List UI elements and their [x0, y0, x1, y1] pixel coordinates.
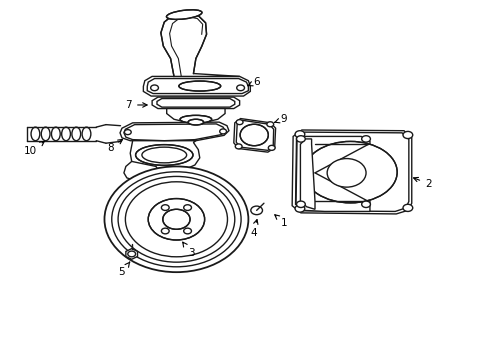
Ellipse shape	[180, 115, 211, 123]
Text: 4: 4	[249, 220, 257, 238]
Circle shape	[124, 130, 131, 135]
Circle shape	[402, 204, 412, 211]
Circle shape	[266, 122, 273, 127]
Circle shape	[296, 201, 305, 207]
Text: 5: 5	[119, 262, 129, 277]
Ellipse shape	[166, 10, 202, 19]
Ellipse shape	[303, 141, 396, 203]
Text: 10: 10	[24, 141, 44, 157]
Circle shape	[296, 136, 305, 142]
Circle shape	[294, 131, 304, 138]
Text: 3: 3	[183, 242, 194, 258]
Text: 6: 6	[247, 77, 259, 87]
Polygon shape	[152, 97, 239, 109]
Polygon shape	[300, 139, 314, 209]
Ellipse shape	[188, 119, 203, 125]
Circle shape	[268, 145, 275, 150]
Circle shape	[326, 158, 366, 187]
Polygon shape	[125, 249, 137, 259]
Circle shape	[183, 205, 191, 211]
Circle shape	[148, 199, 204, 240]
Polygon shape	[161, 13, 239, 76]
Polygon shape	[130, 141, 200, 172]
Circle shape	[294, 205, 304, 212]
Polygon shape	[166, 109, 224, 122]
Circle shape	[183, 228, 191, 234]
Text: 2: 2	[413, 177, 431, 189]
Polygon shape	[295, 136, 369, 211]
Ellipse shape	[179, 81, 220, 91]
Circle shape	[163, 209, 190, 229]
Circle shape	[161, 205, 169, 211]
Circle shape	[235, 144, 242, 149]
Text: 7: 7	[125, 100, 147, 110]
Circle shape	[402, 131, 412, 139]
Text: 1: 1	[274, 215, 287, 228]
Text: 8: 8	[107, 139, 122, 153]
Ellipse shape	[135, 145, 193, 165]
Polygon shape	[123, 161, 159, 181]
Circle shape	[161, 228, 169, 234]
Polygon shape	[233, 118, 275, 152]
Ellipse shape	[240, 124, 268, 146]
Circle shape	[361, 201, 370, 207]
Circle shape	[150, 85, 158, 91]
Polygon shape	[291, 130, 411, 214]
Circle shape	[104, 166, 248, 272]
Text: 9: 9	[274, 114, 286, 124]
Circle shape	[361, 136, 370, 142]
Circle shape	[219, 129, 226, 134]
Circle shape	[250, 206, 262, 215]
Polygon shape	[120, 122, 228, 142]
Circle shape	[236, 120, 243, 125]
Polygon shape	[143, 76, 250, 96]
Circle shape	[236, 85, 244, 91]
